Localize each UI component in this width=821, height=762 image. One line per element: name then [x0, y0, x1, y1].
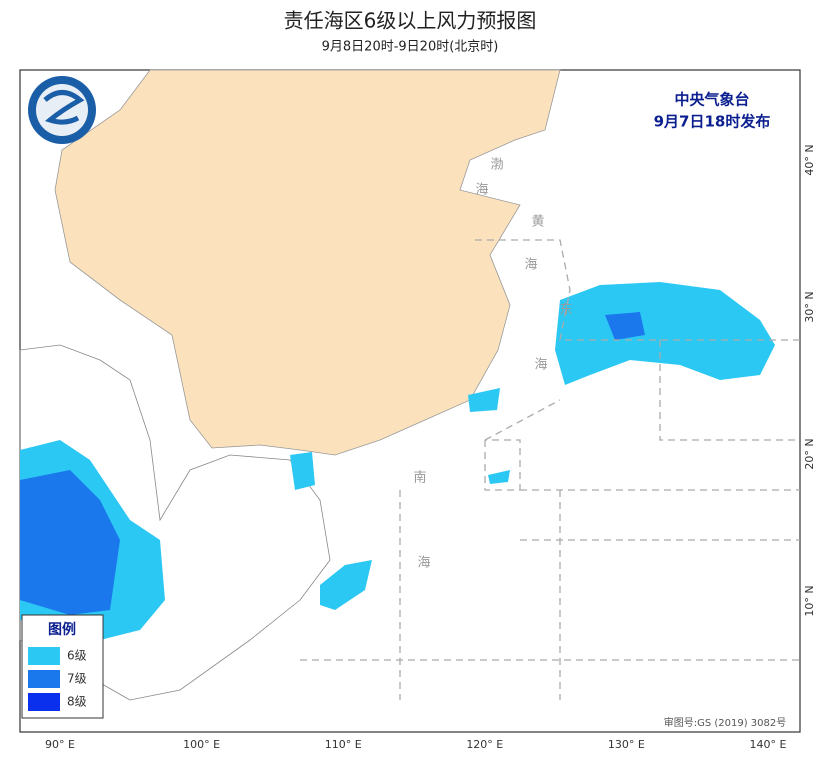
longitude-label: 90° E	[45, 738, 75, 751]
wind-area	[605, 312, 645, 340]
latitude-label: 30° N	[803, 291, 816, 322]
map	[19, 69, 801, 733]
longitude-label: 140° E	[750, 738, 787, 751]
longitude-label: 110° E	[325, 738, 362, 751]
wind-area	[555, 282, 775, 385]
sea-label: 海	[475, 183, 488, 198]
latitude-label: 40° N	[803, 144, 816, 175]
latitude-label: 20° N	[803, 438, 816, 469]
subtitle: 9月8日20时-9日20时(北京时)	[322, 40, 499, 55]
legend-label: 7级	[67, 672, 87, 686]
longitude-label: 120° E	[466, 738, 503, 751]
logo	[28, 76, 96, 144]
sea-label: 海	[524, 258, 537, 273]
longitude-label: 130° E	[608, 738, 645, 751]
sea-label: 海	[534, 358, 547, 373]
wind-area	[488, 470, 510, 484]
agency-name: 中央气象台	[674, 91, 749, 109]
sea-label: 渤	[490, 157, 503, 173]
legend-swatch	[28, 693, 60, 711]
latitude-labels: 40° N 30° N 20° N 10° N	[803, 144, 816, 616]
issue-time: 9月7日18时发布	[654, 113, 771, 131]
legend-swatch	[28, 647, 60, 665]
map-number: 审图号:GS (2019) 3082号	[664, 716, 787, 729]
sea-label: 南	[413, 470, 426, 486]
wind-area	[20, 470, 120, 615]
legend-label: 6级	[67, 649, 87, 663]
title: 责任海区6级以上风力预报图	[284, 9, 537, 33]
legend-swatch	[28, 670, 60, 688]
longitude-label: 100° E	[183, 738, 220, 751]
legend-title: 图例	[48, 621, 76, 638]
wind-area	[320, 560, 372, 610]
latitude-label: 10° N	[803, 585, 816, 616]
sea-label: 海	[417, 556, 430, 571]
legend-label: 8级	[67, 695, 87, 709]
legend: 图例 6级 7级 8级	[21, 614, 104, 719]
longitude-labels: 90° E 100° E 110° E 120° E 130° E 140° E	[45, 738, 786, 751]
wind-area	[290, 452, 315, 490]
wind-area	[468, 388, 500, 412]
sea-label: 东	[559, 303, 572, 318]
sea-label: 黄	[531, 215, 544, 230]
